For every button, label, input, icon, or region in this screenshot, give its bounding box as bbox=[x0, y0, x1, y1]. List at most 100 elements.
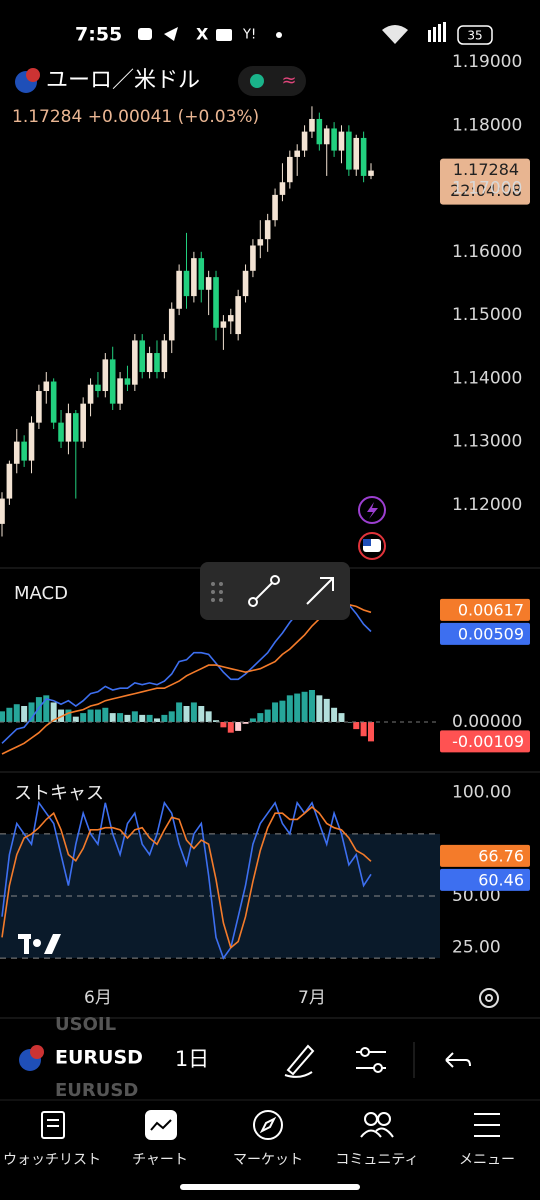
candle-body bbox=[0, 498, 5, 524]
candle-body bbox=[87, 384, 94, 404]
histogram-bar bbox=[58, 709, 65, 722]
histogram-bar bbox=[286, 695, 293, 722]
candle-body bbox=[168, 308, 175, 341]
x-tick-label: 7月 bbox=[298, 988, 326, 1008]
value-badge-label: -0.00109 bbox=[452, 732, 524, 751]
candle-body bbox=[368, 170, 374, 176]
candle-body bbox=[183, 270, 190, 297]
nav-label[interactable]: マーケット bbox=[233, 1152, 303, 1168]
candle-body bbox=[95, 384, 101, 392]
histogram-bar bbox=[65, 709, 72, 722]
candle-body bbox=[353, 137, 360, 170]
histogram-bar bbox=[13, 704, 20, 722]
histogram-bar bbox=[28, 702, 35, 722]
candle-body bbox=[132, 340, 138, 385]
drawing-toolbar[interactable] bbox=[200, 562, 350, 620]
y-tick-label: 1.17000 bbox=[452, 179, 522, 199]
draw-tool[interactable] bbox=[284, 1044, 315, 1078]
histogram-bar bbox=[257, 713, 264, 722]
histogram-bar bbox=[235, 722, 242, 731]
price-badge bbox=[440, 158, 530, 205]
histogram-bar bbox=[294, 693, 301, 722]
value-badge-label: 0.00509 bbox=[458, 624, 524, 643]
home-indicator bbox=[180, 1184, 360, 1190]
value-badge-label: 60.46 bbox=[478, 870, 524, 889]
histogram-bar bbox=[308, 690, 315, 722]
candle-body bbox=[338, 131, 345, 151]
indicator-line bbox=[1, 800, 372, 960]
candle-body bbox=[294, 150, 300, 157]
histogram-bar bbox=[50, 702, 57, 722]
next-symbol[interactable]: EURUSD bbox=[55, 1080, 138, 1101]
candle-body bbox=[6, 463, 13, 499]
candle-body bbox=[213, 277, 219, 328]
svg-text:Y!: Y! bbox=[242, 28, 256, 43]
nav-label[interactable]: メニュー bbox=[459, 1152, 515, 1168]
candle-body bbox=[109, 359, 116, 404]
histogram-bar bbox=[220, 722, 227, 728]
y-tick-label: 1.13000 bbox=[452, 432, 522, 452]
settings-icon[interactable] bbox=[479, 988, 499, 1008]
symbol-title: ユーロ／米ドル bbox=[46, 68, 200, 93]
histogram-bar bbox=[21, 706, 28, 722]
histogram-bar bbox=[183, 706, 190, 722]
histogram-bar bbox=[264, 709, 271, 722]
candle-body bbox=[117, 378, 123, 404]
histogram-bar bbox=[301, 691, 308, 722]
candle-body bbox=[36, 391, 42, 423]
nav-icons[interactable] bbox=[41, 1110, 500, 1140]
histogram-bar bbox=[323, 698, 330, 722]
histogram-bar bbox=[6, 707, 13, 722]
candle-body bbox=[21, 441, 27, 461]
candle-body bbox=[250, 245, 256, 271]
candle-body bbox=[235, 296, 241, 335]
undo[interactable] bbox=[445, 1052, 471, 1068]
price-badge-time: 22:04:08 bbox=[450, 181, 522, 200]
histogram-bar bbox=[124, 714, 131, 722]
indicator-settings[interactable] bbox=[356, 1047, 386, 1073]
histogram-bar bbox=[94, 709, 101, 722]
candle-body bbox=[176, 270, 182, 309]
histogram-bar bbox=[131, 711, 138, 722]
histogram-bar bbox=[176, 702, 183, 722]
candle-body bbox=[360, 137, 367, 176]
value-badge bbox=[440, 622, 530, 645]
nav-label[interactable]: コミュニティ bbox=[335, 1152, 418, 1168]
prev-symbol[interactable]: USOIL bbox=[55, 1014, 116, 1035]
price-badge-label: 1.17284 bbox=[453, 160, 519, 179]
histogram-bar bbox=[205, 711, 212, 722]
y-tick-label: 1.15000 bbox=[452, 305, 522, 325]
symbol[interactable]: EURUSD bbox=[55, 1047, 143, 1069]
interval[interactable]: 1日 bbox=[175, 1047, 209, 1071]
histogram-bar bbox=[213, 720, 220, 722]
candle-body bbox=[124, 378, 131, 385]
candle-body bbox=[279, 182, 286, 195]
value-badge-label: 0.00617 bbox=[458, 600, 524, 619]
histogram-bar bbox=[117, 713, 124, 722]
indicator-pill[interactable]: ≈ bbox=[238, 66, 306, 96]
quote: 1.17284 +0.00041 (+0.03%) bbox=[12, 107, 259, 127]
candle-body bbox=[264, 220, 271, 240]
candle-body bbox=[220, 321, 227, 328]
candle-body bbox=[257, 239, 264, 246]
candle-body bbox=[331, 128, 337, 151]
candle-body bbox=[242, 270, 249, 297]
candle-body bbox=[146, 353, 153, 373]
toolbar-flag bbox=[19, 1045, 44, 1071]
candle-body bbox=[50, 381, 57, 423]
nav-label[interactable]: ウォッチリスト bbox=[3, 1152, 101, 1168]
candle-body bbox=[301, 131, 308, 151]
nav-label[interactable]: チャート bbox=[132, 1152, 188, 1168]
histogram-bar bbox=[109, 713, 116, 722]
event-icons[interactable] bbox=[358, 496, 386, 560]
histogram-bar bbox=[146, 714, 153, 722]
y-tick-label: 1.12000 bbox=[452, 495, 522, 515]
candle-body bbox=[139, 340, 146, 373]
value-badge bbox=[440, 844, 530, 867]
indicator-line bbox=[1, 805, 372, 950]
histogram-bar bbox=[331, 707, 338, 722]
y-tick-label: 1.16000 bbox=[452, 242, 522, 262]
candle-body bbox=[287, 156, 293, 183]
status-icons: X Y! bbox=[138, 22, 493, 45]
